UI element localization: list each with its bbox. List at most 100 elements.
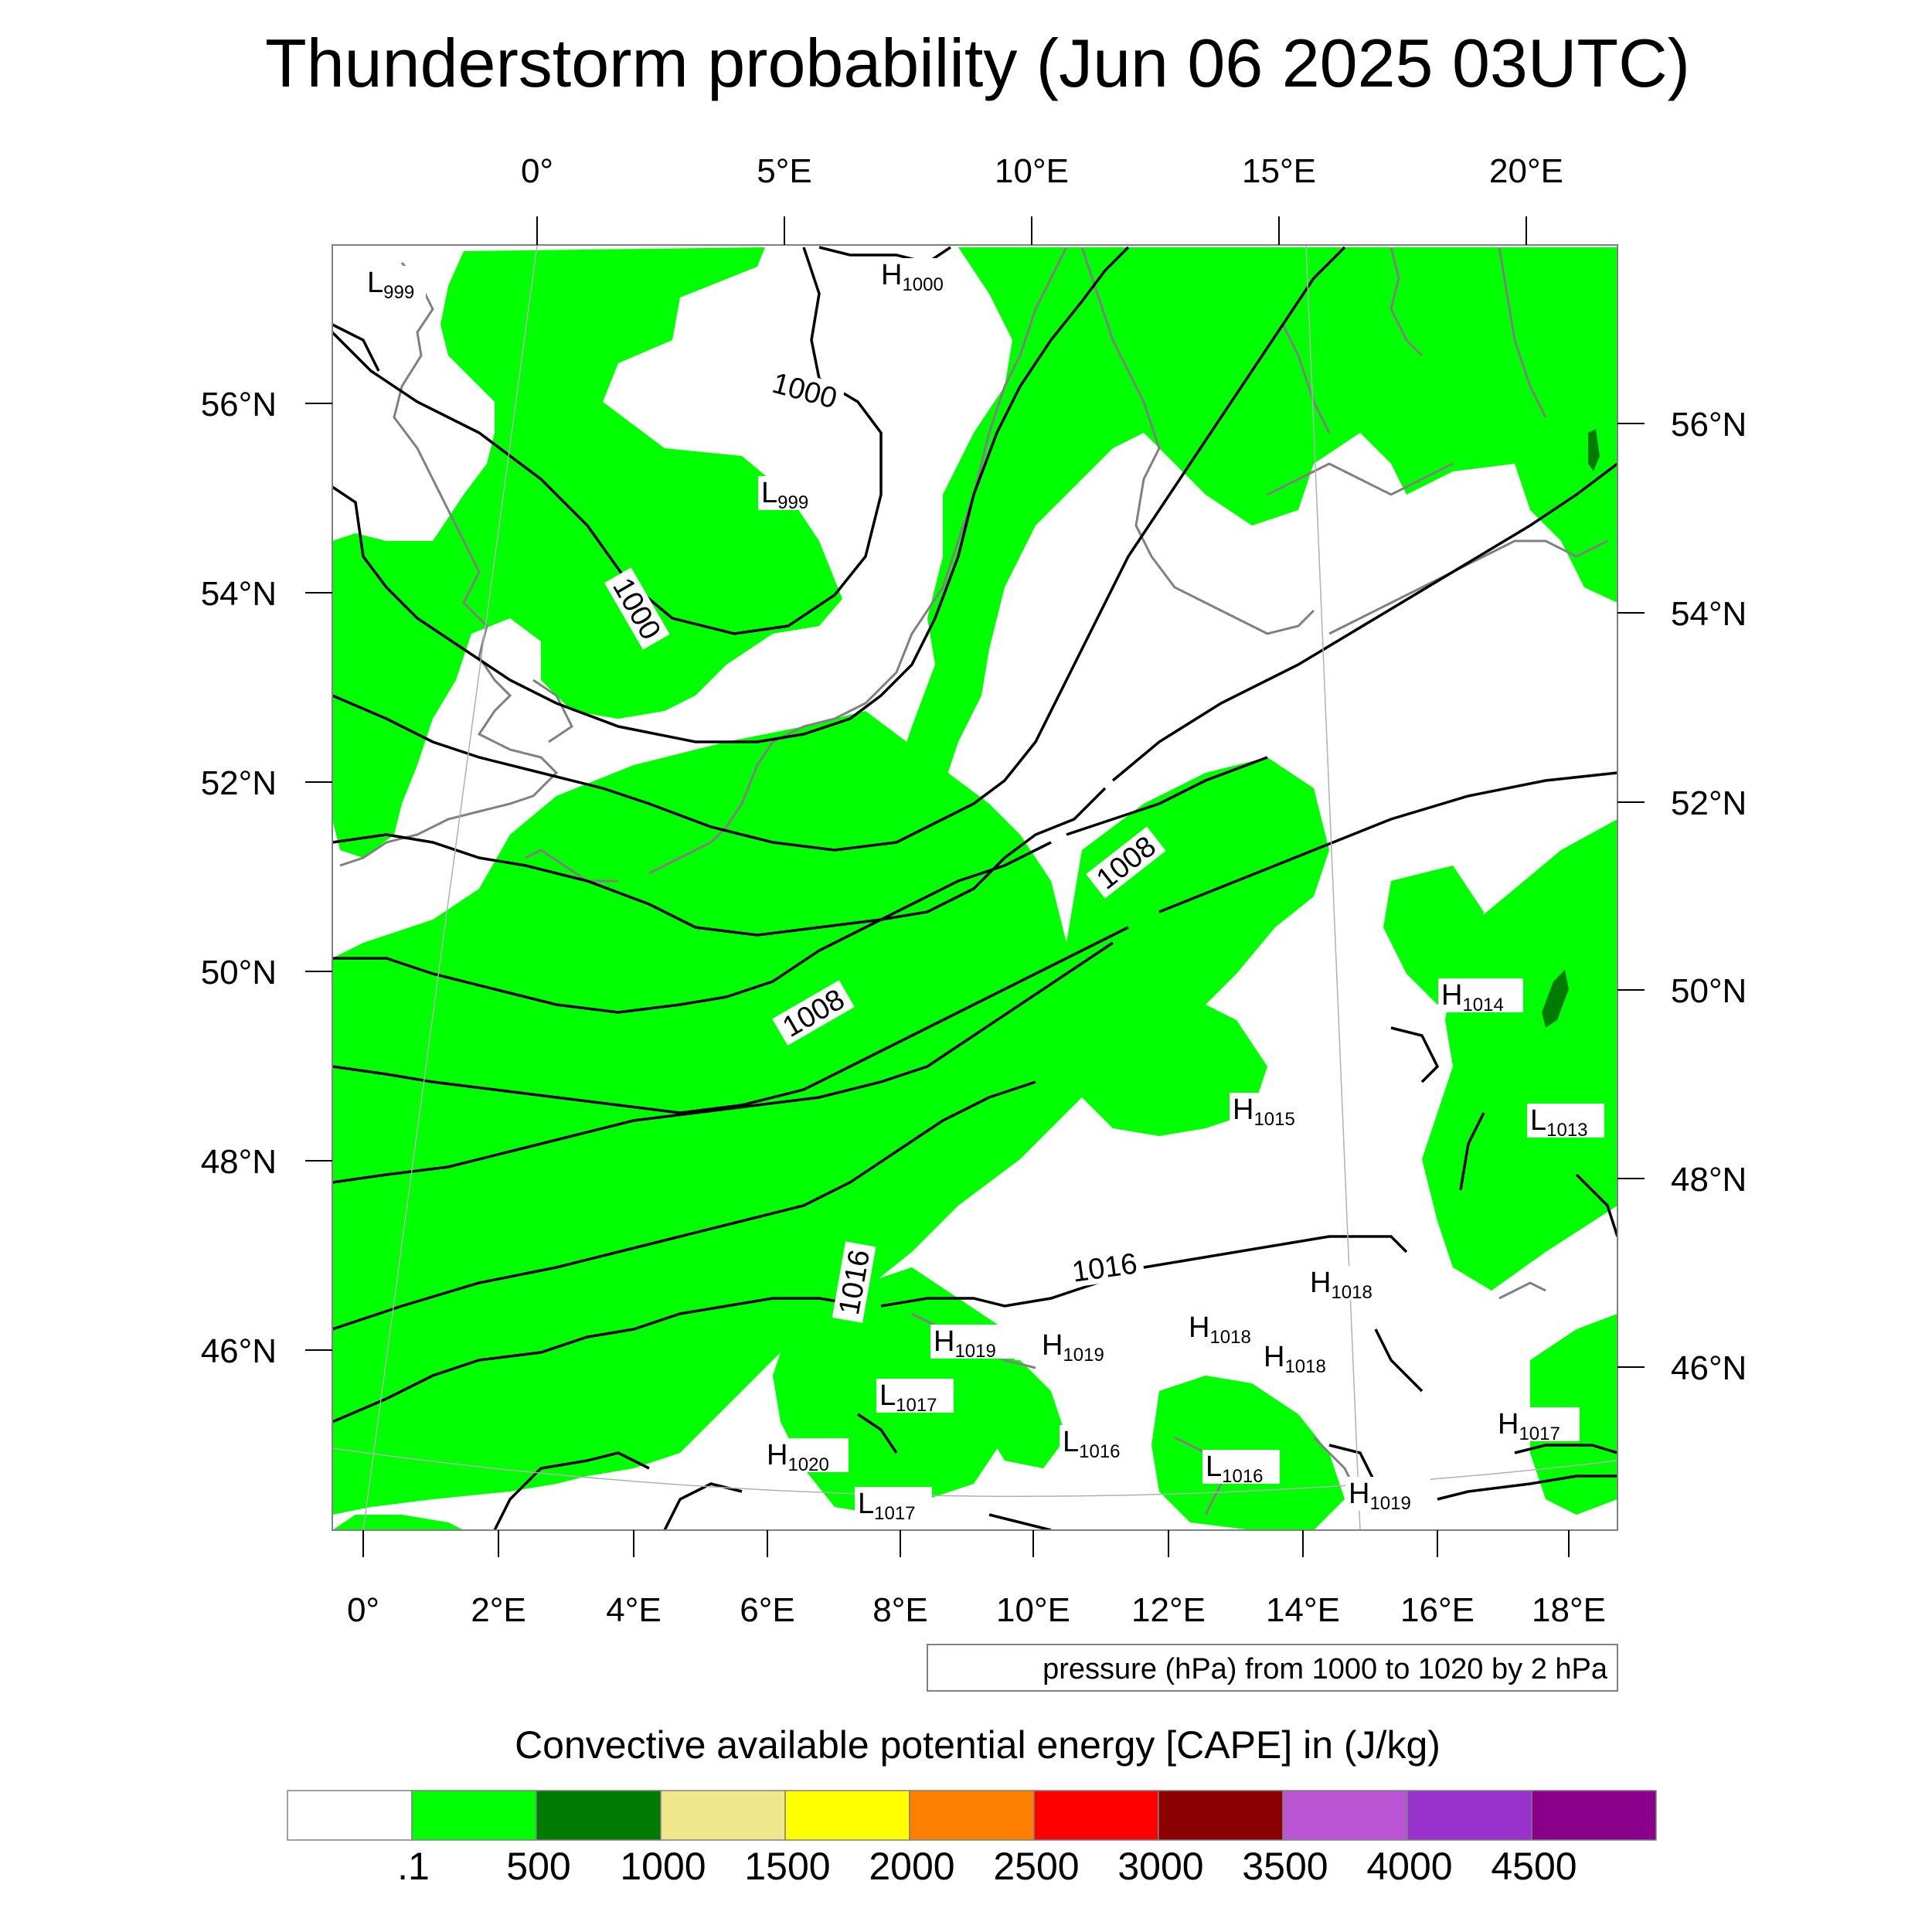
colorbar-label: 4500 <box>1491 1845 1577 1888</box>
bottom-lon-label: 8°E <box>872 1591 927 1629</box>
isobar-label: 1016 <box>1064 1247 1145 1289</box>
bottom-lon-label: 6°E <box>740 1591 794 1629</box>
pressure-center-high: H1017 <box>1495 1407 1580 1444</box>
contour-info-box: pressure (hPa) from 1000 to 1020 by 2 hP… <box>927 1644 1618 1692</box>
svg-text:H1019: H1019 <box>1042 1329 1104 1366</box>
pressure-center-low: L1016 <box>1202 1450 1280 1487</box>
colorbar-label: 2000 <box>869 1845 954 1888</box>
colorbar-swatch <box>1406 1790 1532 1841</box>
pressure-center-high: H1018 <box>1307 1266 1392 1303</box>
isobars <box>332 246 1617 1530</box>
cape-dark-field <box>1542 429 1600 1028</box>
svg-text:H1015: H1015 <box>1233 1094 1295 1130</box>
colorbar-swatch <box>660 1790 786 1841</box>
svg-text:H1020: H1020 <box>767 1439 829 1475</box>
colorbar-swatch <box>1158 1790 1284 1841</box>
bottom-lon-label: 4°E <box>606 1591 661 1629</box>
svg-text:H1018: H1018 <box>1189 1311 1251 1348</box>
svg-text:H1000: H1000 <box>881 259 944 295</box>
contour-info-text: pressure (hPa) from 1000 to 1020 by 2 hP… <box>1043 1653 1608 1685</box>
pressure-center-low: L1017 <box>855 1487 932 1524</box>
right-lat-label: 48°N <box>1671 1161 1747 1199</box>
colorbar: Convective available potential energy [C… <box>287 1723 1657 1888</box>
pressure-center-high: H1019 <box>1039 1328 1124 1366</box>
left-lat-label: 52°N <box>201 764 277 802</box>
pressure-center-high: H1000 <box>878 258 955 295</box>
pressure-center-high: H1019 <box>1345 1477 1430 1514</box>
top-lon-label: 10°E <box>995 152 1069 190</box>
bottom-lon-label: 16°E <box>1400 1591 1475 1629</box>
colorbar-swatch <box>784 1790 910 1841</box>
bottom-lon-label: 18°E <box>1532 1591 1606 1629</box>
left-lat-label: 48°N <box>201 1143 277 1181</box>
colorbar-swatches <box>287 1790 1657 1841</box>
svg-text:L1017: L1017 <box>858 1488 916 1524</box>
bottom-axis: 0° 2°E 4°E 6°E 8°E 10°E 12°E 14°E 16°E 1… <box>347 1530 1606 1629</box>
svg-text:L1017: L1017 <box>879 1379 937 1416</box>
pressure-center-low: L999 <box>364 266 426 303</box>
colorbar-swatch <box>411 1790 537 1841</box>
right-lat-label: 52°N <box>1671 784 1747 822</box>
top-lon-label: 0° <box>521 152 553 190</box>
colorbar-label: 1000 <box>620 1845 706 1888</box>
bottom-lon-label: 14°E <box>1266 1591 1340 1629</box>
svg-text:L999: L999 <box>367 267 414 303</box>
colorbar-labels: .1 500 1000 1500 2000 2500 3000 3500 400… <box>397 1845 1577 1888</box>
colorbar-label: 1500 <box>744 1845 830 1888</box>
colorbar-swatch <box>1033 1790 1159 1841</box>
bottom-lon-label: 0° <box>347 1591 379 1629</box>
left-lat-label: 46°N <box>201 1332 277 1370</box>
colorbar-title: Convective available potential energy [C… <box>515 1723 1440 1767</box>
pressure-center-low: L1017 <box>876 1379 954 1416</box>
top-lon-label: 5°E <box>757 152 811 190</box>
top-axis: 0° 5°E 10°E 15°E 20°E <box>521 152 1563 245</box>
pressure-center-high: H1014 <box>1438 978 1523 1015</box>
svg-text:H1018: H1018 <box>1310 1267 1372 1303</box>
svg-text:H1018: H1018 <box>1264 1341 1326 1377</box>
svg-text:L1013: L1013 <box>1530 1104 1588 1141</box>
svg-text:H1019: H1019 <box>1349 1478 1411 1514</box>
colorbar-swatch <box>909 1790 1035 1841</box>
colorbar-swatch <box>536 1790 662 1841</box>
svg-text:L1016: L1016 <box>1063 1426 1121 1462</box>
pressure-centers: L999 H1000 L999 H1014 H1015 L1013 H1018 … <box>364 258 1604 1524</box>
pressure-center-low: L1013 <box>1527 1104 1604 1141</box>
right-lat-label: 56°N <box>1671 406 1747 444</box>
colorbar-swatch <box>1531 1790 1657 1841</box>
pressure-center-high: H1015 <box>1230 1093 1315 1130</box>
top-lon-label: 15°E <box>1242 152 1316 190</box>
pressure-center-low: L999 <box>758 476 820 513</box>
left-lat-label: 54°N <box>201 575 277 613</box>
svg-text:L999: L999 <box>761 477 808 513</box>
right-lat-label: 50°N <box>1671 972 1747 1010</box>
svg-text:H1019: H1019 <box>934 1325 996 1362</box>
colorbar-label: .1 <box>397 1845 430 1888</box>
colorbar-label: 3500 <box>1242 1845 1328 1888</box>
bottom-lon-label: 12°E <box>1131 1591 1206 1629</box>
svg-text:L1016: L1016 <box>1206 1451 1264 1487</box>
svg-text:H1017: H1017 <box>1498 1408 1560 1444</box>
svg-text:H1014: H1014 <box>1441 979 1504 1015</box>
right-lat-label: 46°N <box>1671 1349 1747 1387</box>
pressure-center-low: L1016 <box>1060 1425 1137 1462</box>
bottom-lon-label: 10°E <box>996 1591 1070 1629</box>
colorbar-label: 2500 <box>993 1845 1079 1888</box>
colorbar-label: 500 <box>506 1845 570 1888</box>
pressure-center-high: H1020 <box>764 1438 849 1475</box>
top-lon-label: 20°E <box>1489 152 1563 190</box>
pressure-center-high: H1018 <box>1185 1311 1270 1348</box>
map-title: Thunderstorm probability (Jun 06 2025 03… <box>265 25 1690 101</box>
right-axis: 56°N 54°N 52°N 50°N 48°N 46°N <box>1617 406 1747 1387</box>
right-lat-label: 54°N <box>1671 595 1747 633</box>
colorbar-label: 3000 <box>1117 1845 1203 1888</box>
bottom-lon-label: 2°E <box>471 1591 526 1629</box>
colorbar-swatch <box>287 1790 413 1841</box>
left-lat-label: 56°N <box>201 386 277 423</box>
left-axis: 56°N 54°N 52°N 50°N 48°N 46°N <box>201 386 332 1370</box>
colorbar-swatch <box>1282 1790 1408 1841</box>
left-lat-label: 50°N <box>201 954 277 992</box>
colorbar-label: 4000 <box>1366 1845 1452 1888</box>
pressure-center-high: H1018 <box>1260 1340 1345 1377</box>
pressure-center-high: H1019 <box>930 1325 1015 1362</box>
